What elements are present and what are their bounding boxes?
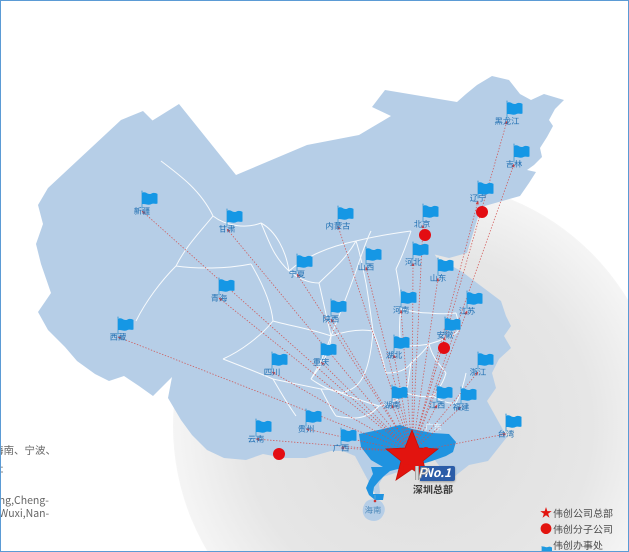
svg-text:浙江: 浙江 bbox=[470, 366, 487, 378]
svg-text:台湾: 台湾 bbox=[498, 428, 515, 440]
svg-text:宁夏: 宁夏 bbox=[289, 268, 306, 280]
svg-text:青海: 青海 bbox=[211, 292, 228, 304]
svg-text:四川: 四川 bbox=[264, 366, 281, 378]
svg-text:山东: 山东 bbox=[430, 272, 447, 284]
svg-text:广西: 广西 bbox=[333, 442, 350, 454]
svg-text:山西: 山西 bbox=[358, 261, 375, 273]
svg-text:江西: 江西 bbox=[429, 399, 446, 411]
svg-text:重庆: 重庆 bbox=[313, 356, 330, 368]
svg-text:海南: 海南 bbox=[365, 504, 382, 516]
svg-text:甘肃: 甘肃 bbox=[219, 223, 236, 235]
svg-text:吉林: 吉林 bbox=[506, 158, 523, 170]
svg-text:黑龙江: 黑龙江 bbox=[495, 115, 521, 127]
svg-text:辽宁: 辽宁 bbox=[470, 192, 487, 204]
svg-text:广东: 广东 bbox=[425, 421, 443, 433]
svg-text:内蒙古: 内蒙古 bbox=[326, 220, 352, 232]
svg-text:福建: 福建 bbox=[453, 401, 470, 413]
svg-text:北京: 北京 bbox=[414, 218, 431, 230]
svg-text:河北: 河北 bbox=[405, 256, 422, 268]
svg-text:湖北: 湖北 bbox=[386, 349, 403, 361]
svg-text:贵州: 贵州 bbox=[298, 423, 315, 435]
svg-text:湖南: 湖南 bbox=[384, 399, 401, 411]
svg-text:江苏: 江苏 bbox=[459, 305, 476, 317]
svg-text:新疆: 新疆 bbox=[134, 205, 151, 217]
svg-text:河南: 河南 bbox=[393, 304, 410, 316]
svg-text:陕西: 陕西 bbox=[323, 313, 340, 325]
svg-text:西藏: 西藏 bbox=[110, 331, 127, 343]
svg-text:安徽: 安徽 bbox=[437, 329, 454, 341]
svg-text:云南: 云南 bbox=[248, 433, 265, 445]
